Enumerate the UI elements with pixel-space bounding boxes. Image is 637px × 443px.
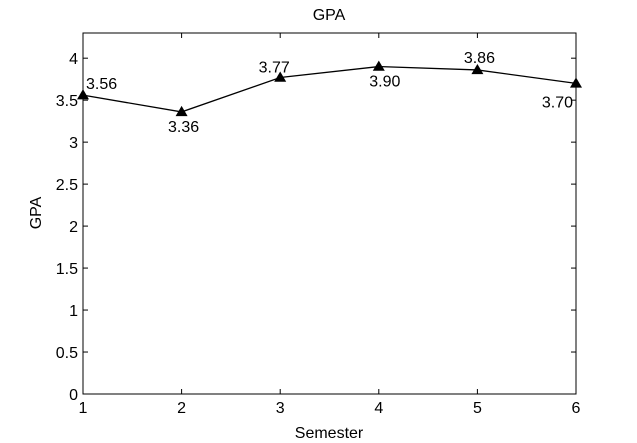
data-label: 3.36	[168, 119, 199, 136]
y-tick-label: 2.5	[56, 177, 78, 194]
data-label: 3.77	[259, 59, 290, 76]
data-point-marker	[175, 105, 188, 117]
data-point-marker	[372, 60, 385, 71]
y-axis-label: GPA	[28, 196, 45, 229]
data-point-marker	[274, 71, 287, 82]
x-tick-label: 2	[177, 400, 186, 417]
data-label: 3.56	[86, 76, 117, 93]
data-label: 3.70	[542, 94, 573, 111]
data-labels-group: 3.56 3.36 3.77 3.90 3.86 3.70	[86, 50, 573, 136]
y-tick-label: 2	[69, 219, 78, 236]
x-tick-label: 6	[572, 400, 581, 417]
data-label: 3.90	[369, 74, 400, 91]
data-point-marker	[471, 63, 484, 75]
y-tick-label: 0.5	[56, 345, 78, 362]
x-tick-label: 4	[374, 400, 383, 417]
x-axis-ticks: 1 2 3 4 5 6	[79, 33, 581, 417]
y-tick-label: 3.5	[56, 93, 78, 110]
data-label: 3.86	[464, 50, 495, 67]
chart-title: GPA	[313, 7, 346, 24]
plot-area	[82, 32, 577, 395]
y-axis-ticks: 0 0.5 1 1.5 2 2.5 3 3.5 4	[56, 51, 576, 404]
x-tick-label: 5	[473, 400, 482, 417]
x-axis-label: Semester	[295, 425, 364, 442]
y-tick-label: 1	[69, 303, 78, 320]
data-point-marker	[570, 77, 582, 88]
y-tick-label: 1.5	[56, 261, 78, 278]
y-tick-label: 0	[69, 387, 78, 404]
y-tick-label: 4	[69, 51, 78, 68]
series-group	[77, 60, 582, 117]
series-line	[82, 65, 577, 113]
x-tick-label: 1	[79, 400, 88, 417]
y-tick-label: 3	[69, 135, 78, 152]
x-tick-label: 3	[276, 400, 285, 417]
data-point-marker	[77, 89, 89, 100]
